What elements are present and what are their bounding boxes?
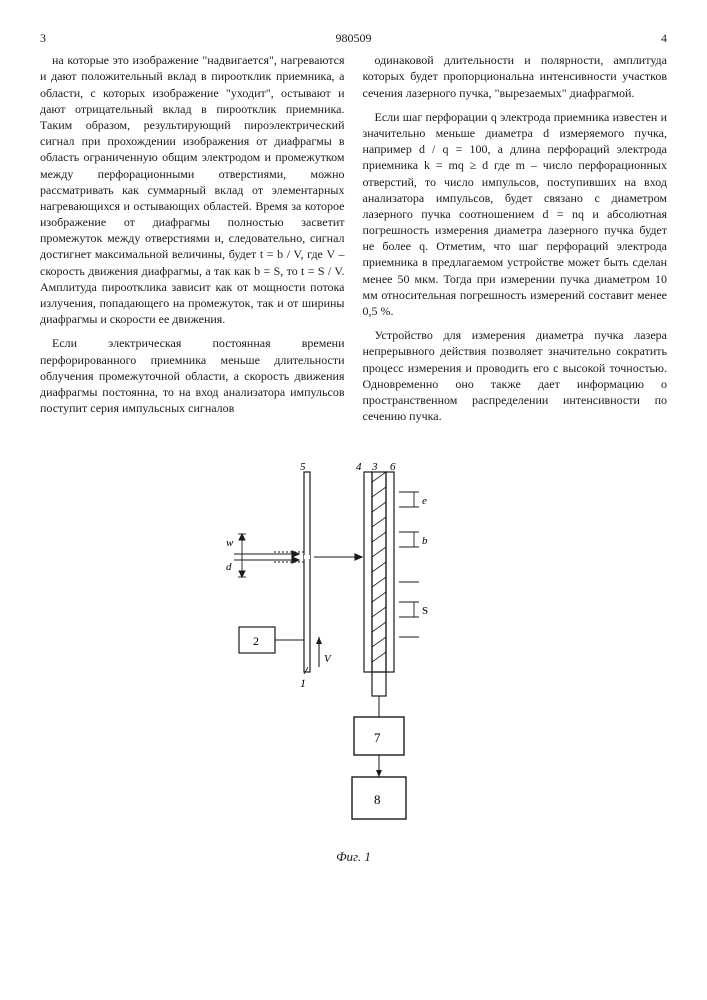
right-p2: Если шаг перфорации q электрода приемник… [363, 109, 668, 319]
label-7: 7 [374, 730, 381, 745]
sym-V: V [324, 653, 332, 665]
sym-w: w [226, 537, 234, 549]
doc-number: 980509 [336, 30, 372, 46]
label-4: 4 [356, 462, 362, 473]
right-p1: одинаковой длительности и полярности, ам… [363, 52, 668, 101]
page-left: 3 [40, 30, 46, 46]
v-arrowhead [316, 637, 322, 644]
perforation-marks [399, 492, 419, 637]
label-5: 5 [300, 462, 306, 473]
left-column: на которые это изображение "надвигается"… [40, 52, 345, 432]
lead-1 [304, 667, 308, 674]
label-6: 6 [390, 462, 396, 473]
right-column: одинаковой длительности и полярности, ам… [363, 52, 668, 432]
layer-6 [386, 472, 394, 672]
left-p2: Если электрическая постоянная времени пе… [40, 335, 345, 416]
sym-S: S [422, 605, 428, 617]
figure-1: e b S w d 2 [40, 462, 667, 842]
sym-b: b [422, 535, 428, 547]
dim-left [238, 534, 246, 577]
hatch-3 [372, 472, 386, 662]
label-3: 3 [371, 462, 378, 473]
label-2: 2 [253, 634, 259, 648]
link-8-arrow [376, 770, 382, 777]
figure-caption: Фиг. 1 [40, 848, 667, 866]
plate-5 [304, 472, 310, 672]
beam-arrows [234, 551, 362, 563]
sym-e: e [422, 495, 427, 507]
label-1: 1 [300, 676, 306, 690]
page-numbers: 3 980509 4 [40, 30, 667, 46]
label-8: 8 [374, 792, 381, 807]
text-columns: на которые это изображение "надвигается"… [40, 52, 667, 432]
sym-d: d [226, 561, 232, 573]
right-p3: Устройство для измерения диаметра пучка … [363, 327, 668, 424]
left-p1: на которые это изображение "надвигается"… [40, 52, 345, 327]
layer-4 [364, 472, 372, 672]
stem [372, 672, 386, 696]
page-right: 4 [661, 30, 667, 46]
